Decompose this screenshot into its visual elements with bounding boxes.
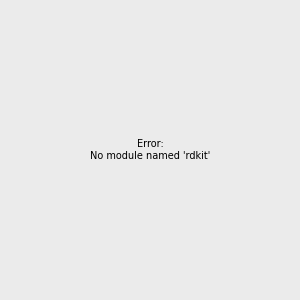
Text: Error:
No module named 'rdkit': Error: No module named 'rdkit' [90, 139, 210, 161]
